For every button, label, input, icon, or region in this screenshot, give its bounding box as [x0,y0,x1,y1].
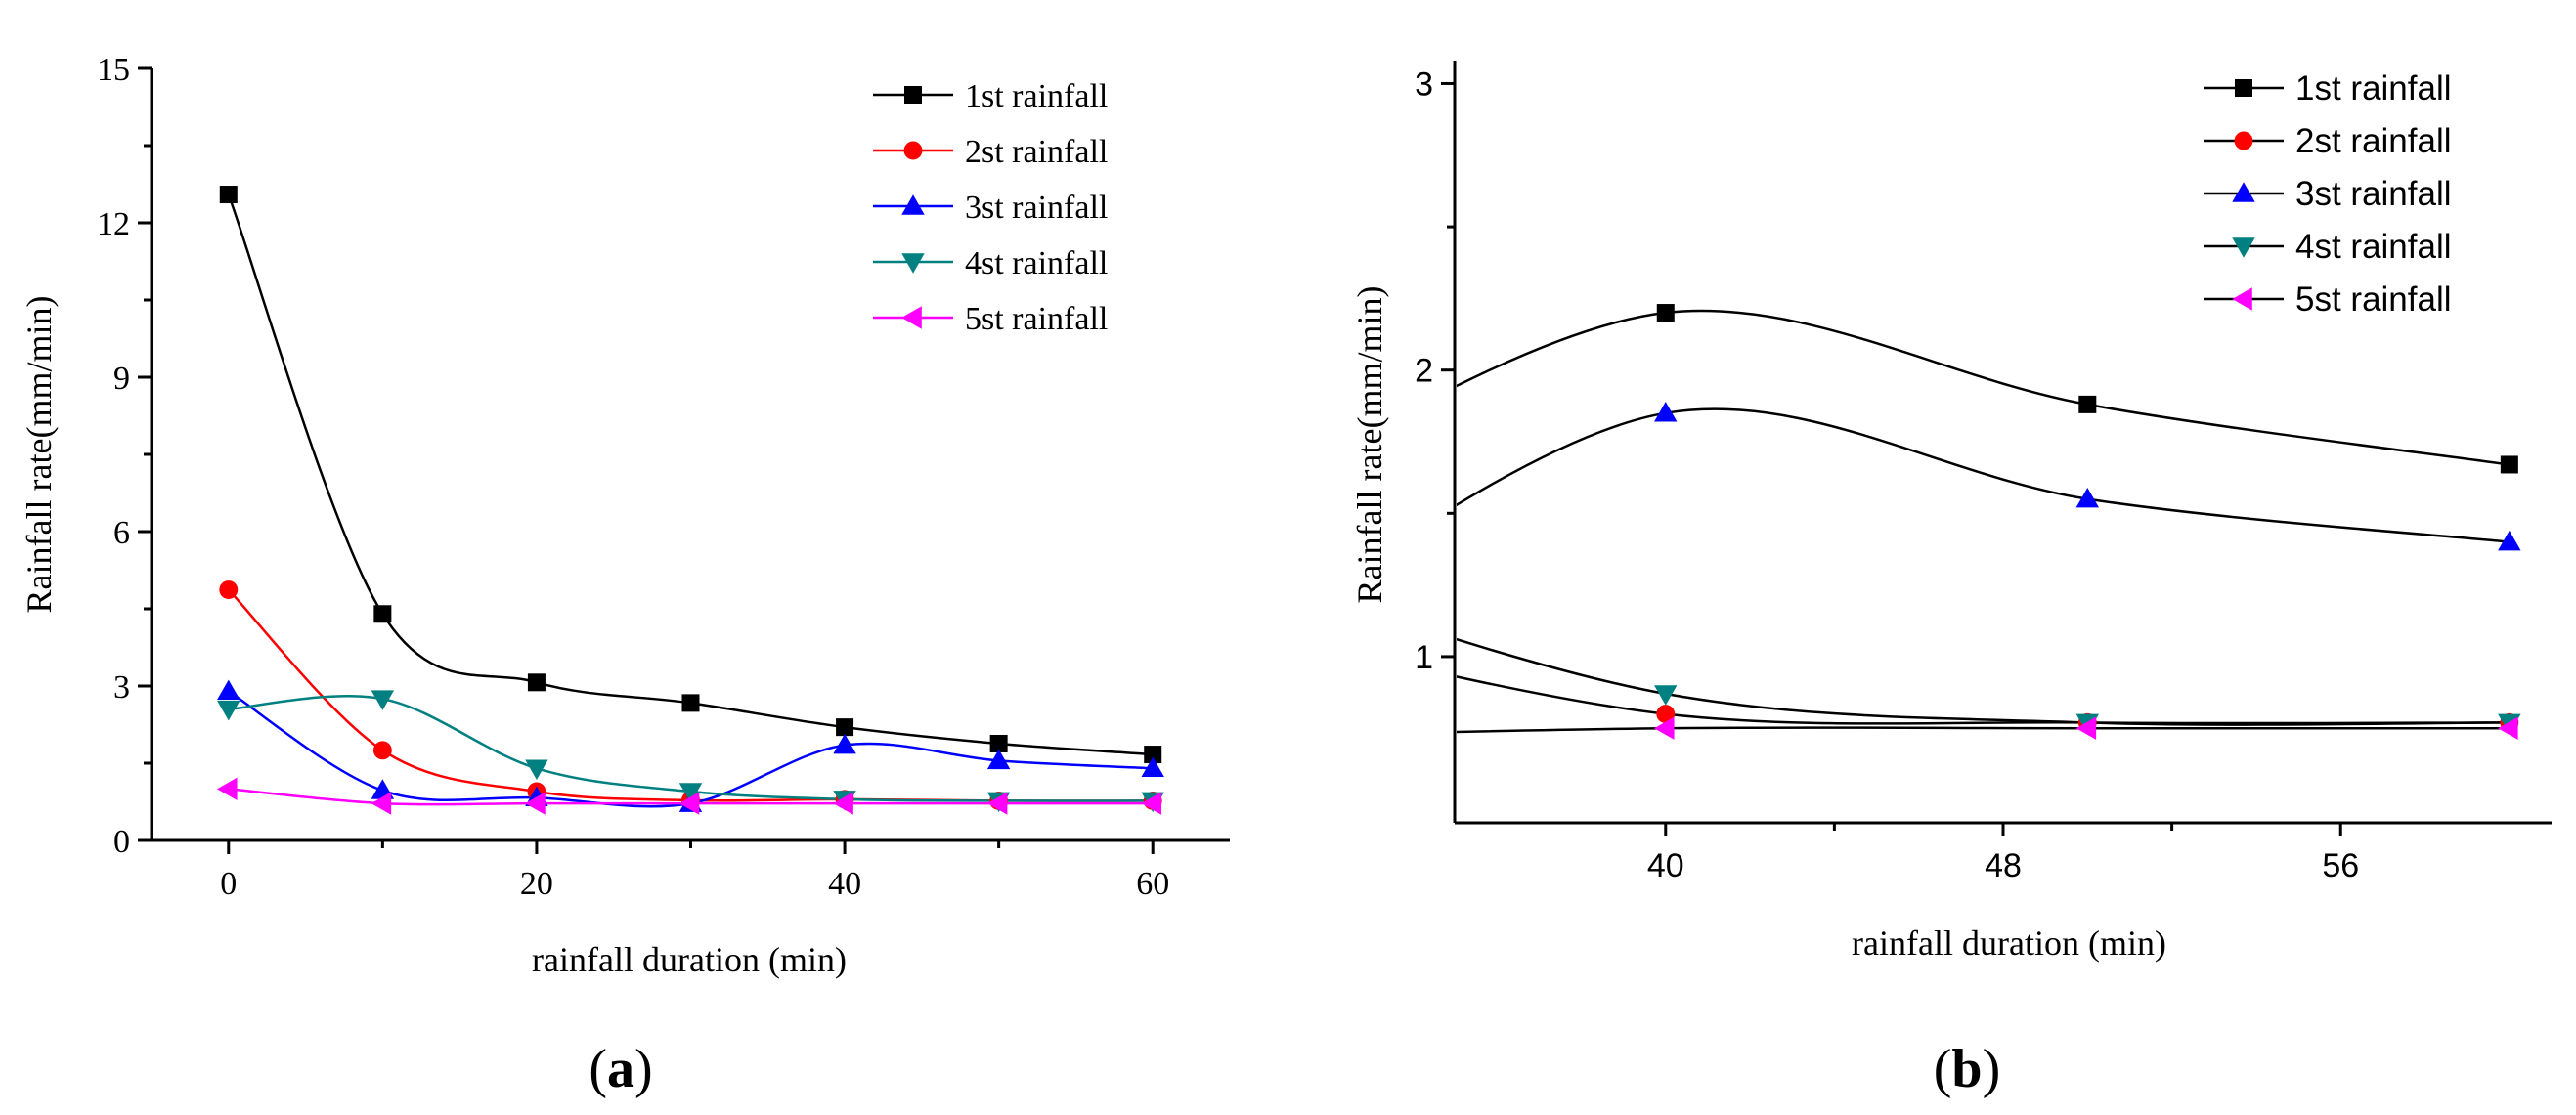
panel-b-caption: (b) [1934,1039,2000,1099]
data-point-1-5 [836,718,854,737]
x-tick-label: 40 [828,866,861,902]
panel-a-y-label: Rainfall rate(mm/min) [20,296,59,614]
legend-marker-1 [2235,79,2252,97]
data-point-4-1 [1654,685,1678,706]
data-point-2-1 [219,580,239,599]
y-tick-label: 9 [113,361,130,397]
legend-label-3: 3st rainfall [965,190,1108,226]
y-tick-label: 3 [1415,65,1433,103]
legend-marker-5 [901,306,922,329]
panel-a-x-label: rainfall duration (min) [532,940,847,979]
panel-b-markers [1654,304,2521,740]
data-point-1-3 [2500,455,2518,474]
series-line-1 [1457,309,2510,466]
panel-b-ticks: 40 48 56 1 2 3 [1415,65,2359,884]
data-point-1-3 [527,673,546,692]
data-point-5-3 [525,792,546,815]
data-point-1-6 [989,734,1008,752]
data-point-5-2 [371,792,392,815]
legend-label-1: 1st rainfall [965,78,1108,114]
panel-b: 40 48 56 1 2 3 rainfall duration (min) Rainfa… [1350,61,2552,1099]
x-tick-label: 48 [1985,847,2022,884]
legend-marker-2 [903,141,923,160]
data-point-4-2 [371,690,395,710]
legend-label-2: 2st rainfall [965,134,1108,170]
legend-marker-3 [901,194,925,215]
legend-label-1: 1st rainfall [2295,69,2452,107]
data-point-5-1 [217,777,238,801]
data-point-3-1 [1654,401,1678,422]
x-tick-label: 20 [520,866,553,902]
data-point-5-6 [986,792,1008,815]
panel-a-ticks: 0 20 40 60 0 3 6 9 12 15 [97,52,1169,902]
legend-label-4: 4st rainfall [965,245,1108,281]
legend-label-2: 2st rainfall [2295,122,2452,160]
legend-marker-5 [2232,287,2252,311]
y-tick-label: 1 [1415,639,1433,676]
data-point-1-1 [1656,304,1675,322]
legend-label-5: 5st rainfall [965,301,1108,337]
data-point-3-5 [833,733,856,754]
panel-a-series-lines [227,193,1154,808]
panel-b-caption-letter: b [1951,1039,1982,1099]
series-line-3 [1457,407,2510,543]
y-tick-label: 12 [97,206,130,242]
data-point-5-4 [678,792,700,815]
legend-marker-4 [901,253,925,274]
panel-b-legend: 1st rainfall 2st rainfall 3st rainfall 4st … [2204,69,2452,319]
data-point-2-1 [1656,705,1676,724]
data-point-1-2 [2078,395,2097,413]
data-point-4-4 [678,783,703,803]
y-tick-label: 6 [113,515,130,551]
x-tick-label: 56 [2322,847,2359,884]
y-tick-label: 3 [113,669,130,706]
panel-b-y-label: Rainfall rate(mm/min) [1350,286,1389,604]
legend-marker-2 [2234,131,2253,150]
x-tick-label: 0 [220,866,237,902]
series-line-5 [1457,726,2510,734]
legend-label-5: 5st rainfall [2295,280,2452,319]
panel-a-legend: 1st rainfall 2st rainfall 3st rainfall 4st … [873,78,1108,337]
data-point-2-2 [372,741,392,760]
data-point-5-2 [2075,716,2097,740]
panel-a-markers [217,186,1164,815]
y-tick-label: 0 [113,824,130,860]
data-point-1-1 [219,186,238,204]
panel-b-x-label: rainfall duration (min) [1852,923,2166,963]
data-point-1-2 [373,605,392,623]
panel-b-series-lines [1457,309,2510,734]
series-line-1 [227,193,1154,756]
x-tick-label: 60 [1136,866,1169,902]
legend-marker-1 [904,86,922,104]
data-point-3-6 [986,749,1011,770]
data-point-3-1 [217,679,240,701]
legend-label-4: 4st rainfall [2295,228,2452,266]
data-point-4-3 [525,759,548,780]
data-point-3-3 [2498,530,2521,551]
panel-a-caption-letter: a [607,1039,634,1099]
legend-marker-4 [2232,237,2255,258]
series-line-4 [1457,637,2510,726]
data-point-5-1 [1654,716,1675,740]
data-point-5-3 [2498,716,2518,740]
panel-a-caption: (a) [589,1039,652,1099]
x-tick-label: 40 [1647,847,1684,884]
series-line-2 [1457,675,2510,725]
y-tick-label: 2 [1415,353,1433,390]
data-point-1-7 [1144,746,1162,764]
legend-label-3: 3st rainfall [2295,175,2452,213]
data-point-5-5 [833,792,853,815]
data-point-3-2 [2075,487,2100,508]
data-point-1-4 [681,694,700,712]
data-point-3-7 [1141,756,1164,778]
data-point-4-1 [217,700,240,721]
data-point-5-7 [1141,792,1161,815]
legend-marker-3 [2232,182,2255,202]
y-tick-label: 15 [97,52,130,88]
